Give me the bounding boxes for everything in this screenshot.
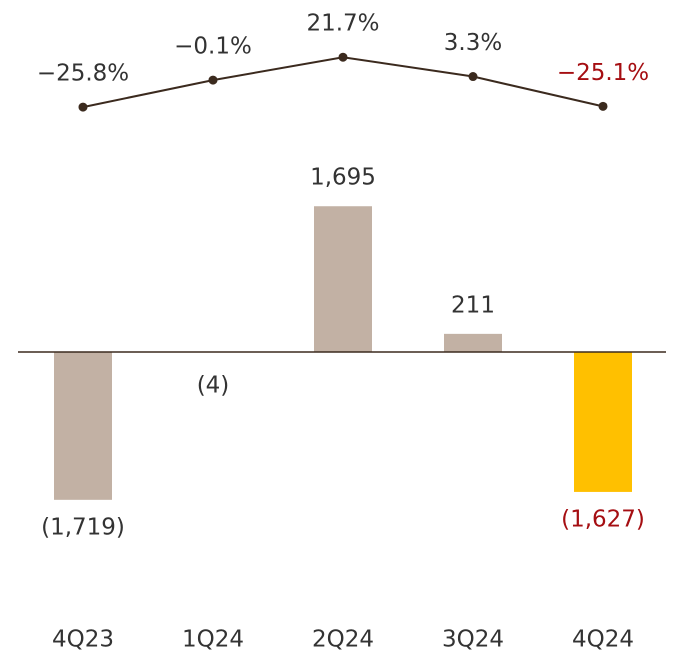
x-tick-label: 3Q24 <box>442 627 504 653</box>
line-value-label: −0.1% <box>174 34 252 60</box>
bar <box>314 206 372 352</box>
line-point <box>598 101 608 111</box>
x-tick-label: 4Q23 <box>52 627 114 653</box>
x-tick-label: 4Q24 <box>572 627 634 653</box>
line-value-label: 3.3% <box>444 30 502 56</box>
x-tick-label: 2Q24 <box>312 627 374 653</box>
bar <box>444 333 502 352</box>
x-tick-label: 1Q24 <box>182 627 244 653</box>
line <box>82 56 604 109</box>
bar-value-label: 1,695 <box>310 165 376 191</box>
bar-value-label: (1,627) <box>561 506 645 532</box>
bar-value-label: 211 <box>451 292 495 318</box>
line-point <box>78 102 88 112</box>
line-point <box>208 75 218 85</box>
line-value-label: 21.7% <box>306 11 379 37</box>
bar <box>574 352 632 492</box>
bar-value-label: (4) <box>197 373 230 399</box>
line-value-label: −25.8% <box>37 61 129 87</box>
line-point <box>468 72 478 82</box>
bar <box>54 352 112 500</box>
bar-value-label: (1,719) <box>41 514 125 540</box>
line-point <box>338 52 348 62</box>
line-value-label: −25.1% <box>557 60 649 86</box>
